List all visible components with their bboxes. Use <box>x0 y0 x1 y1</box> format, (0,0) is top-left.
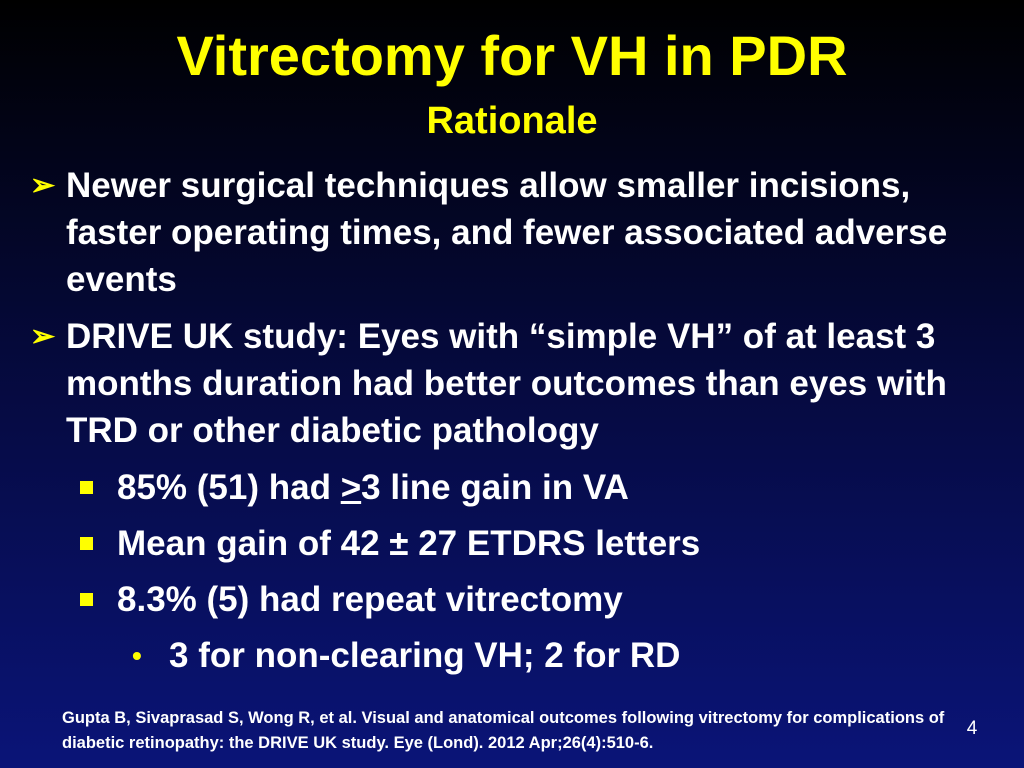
citation-footnote: Gupta B, Sivaprasad S, Wong R, et al. Vi… <box>62 709 945 752</box>
bullet-text: Newer surgical techniques allow smaller … <box>66 166 948 299</box>
square-bullet-icon <box>80 593 93 606</box>
sub-bullet-va-gain: 85% (51) had >3 line gain in VA <box>80 466 960 510</box>
arrow-bullet-icon: ➢ <box>30 320 56 353</box>
greater-equal-symbol: > <box>340 468 362 507</box>
sub-sub-bullet-reasons: • 3 for non-clearing VH; 2 for RD <box>132 634 952 678</box>
square-bullet-icon <box>80 537 93 550</box>
sub-bullet-text: 8.3% (5) had repeat vitrectomy <box>117 580 623 619</box>
sub-sub-bullet-text: 3 for non-clearing VH; 2 for RD <box>169 636 681 675</box>
sub-bullet-text: 85% (51) had >3 line gain in VA <box>117 468 629 507</box>
bullet-surgical-techniques: ➢ Newer surgical techniques allow smalle… <box>30 162 970 303</box>
sub-bullet-repeat-vitrectomy: 8.3% (5) had repeat vitrectomy <box>80 578 960 622</box>
slide-number: 4 <box>966 718 978 739</box>
sub-bullet-mean-gain: Mean gain of 42 ± 27 ETDRS letters <box>80 522 960 566</box>
slide-subtitle: Rationale <box>426 100 598 142</box>
square-bullet-icon <box>80 481 93 494</box>
arrow-bullet-icon: ➢ <box>30 169 56 202</box>
bullet-text: DRIVE UK study: Eyes with “simple VH” of… <box>66 317 947 450</box>
sub-bullet-text: Mean gain of 42 ± 27 ETDRS letters <box>117 524 701 563</box>
slide-title: Vitrectomy for VH in PDR <box>176 24 848 87</box>
bullet-drive-uk-study: ➢ DRIVE UK study: Eyes with “simple VH” … <box>30 313 970 454</box>
dot-bullet-icon: • <box>132 640 142 671</box>
